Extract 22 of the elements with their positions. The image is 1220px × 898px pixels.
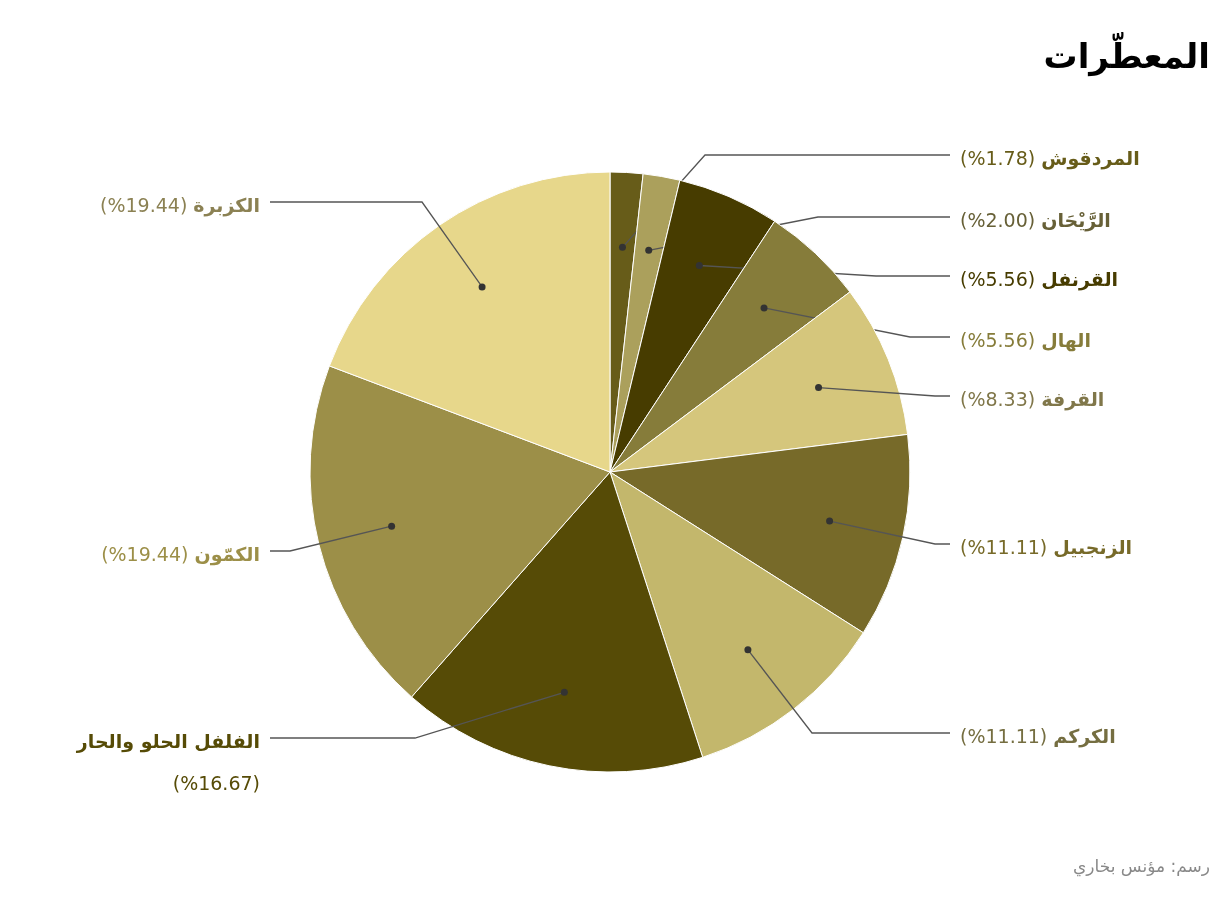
data-label: (%19.44)	[100, 194, 188, 216]
data-label: (%8.33)	[960, 388, 1036, 410]
data-label: (%11.11)	[960, 725, 1048, 747]
data-label: (%2.00)	[960, 209, 1036, 231]
data-label: (%5.56)	[960, 268, 1036, 290]
data-label: (%11.11)	[960, 536, 1048, 558]
chart-title: المعطّرات	[1043, 31, 1210, 77]
data-label: (%5.56)	[960, 329, 1036, 351]
text: رسم: مؤنس بخاري	[1073, 856, 1210, 877]
slice-label: الهال	[1041, 329, 1091, 352]
slice-label: القرنفل	[1041, 268, 1119, 291]
data-label: (%1.78)	[960, 147, 1036, 169]
slice-label: الكمّون	[194, 543, 260, 566]
slice-label: الفلفل الحلو والحار	[75, 730, 260, 753]
data-label: (%19.44)	[101, 543, 189, 565]
slice-label: الرَّيْحَان	[1041, 209, 1111, 232]
slice-label: القرفة	[1041, 388, 1105, 411]
slice-label: المردقوش	[1041, 147, 1140, 170]
slice-label: الزنجبيل	[1053, 536, 1133, 559]
slice-label: الكركم	[1053, 725, 1116, 748]
slice-label: الكزبرة	[193, 194, 260, 217]
data-label: (%16.67)	[172, 772, 260, 794]
